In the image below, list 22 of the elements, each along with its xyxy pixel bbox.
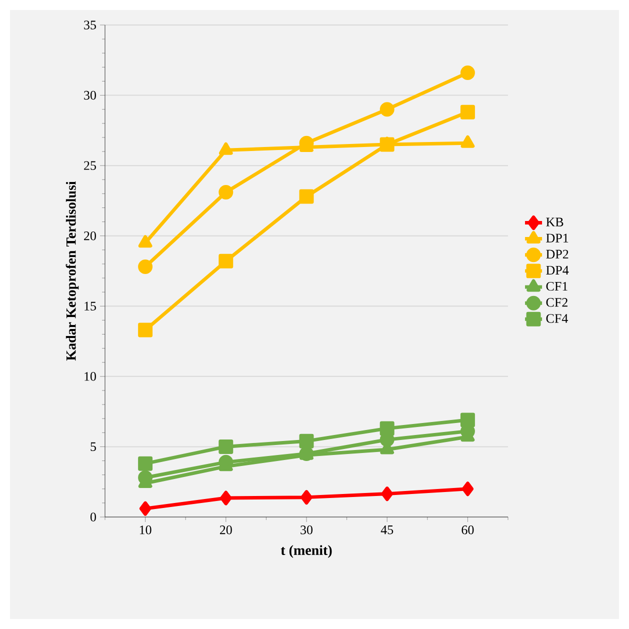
y-axis-title: Kadar Ketoprofen Terdisolusi — [66, 181, 79, 361]
y-tick-label: 5 — [90, 442, 96, 452]
legend-label: CF1 — [546, 282, 568, 291]
x-tick-label: 30 — [300, 526, 312, 534]
x-tick-label: 45 — [380, 526, 394, 534]
x-tick-label: 20 — [220, 526, 232, 534]
legend-label: DP4 — [546, 266, 569, 274]
x-tick-label: 60 — [462, 526, 474, 534]
legend-label: DP1 — [546, 234, 568, 242]
legend-label: CF4 — [546, 314, 568, 323]
y-tick-label: 35 — [84, 20, 96, 30]
x-tick-label: 10 — [140, 526, 152, 534]
y-tick-label: 30 — [84, 90, 96, 100]
y-tick-label: 15 — [84, 302, 96, 310]
y-tick-label: 20 — [84, 231, 96, 240]
y-tick-label: 25 — [84, 161, 96, 170]
y-tick-label: 10 — [84, 372, 96, 381]
y-tick-label: 0 — [90, 512, 96, 522]
legend-label: KB — [546, 218, 564, 226]
legend-label: DP2 — [546, 250, 568, 258]
legend-label: CF2 — [546, 298, 568, 307]
x-axis-title: t (menit) — [280, 545, 332, 558]
